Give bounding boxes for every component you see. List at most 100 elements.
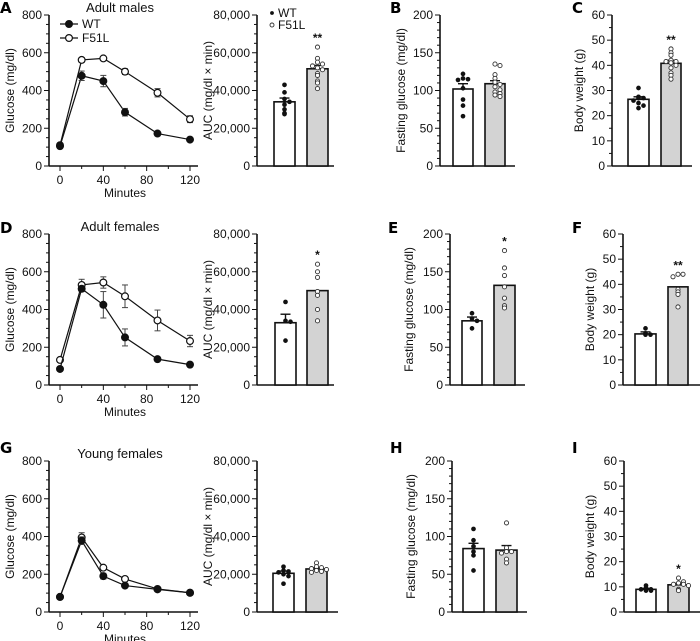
data-point [99,572,108,581]
data-point [503,560,510,566]
data-point [99,54,108,63]
data-point [675,575,682,581]
data-point [281,568,286,573]
y-tick-label: 60,000 [213,492,250,506]
data-point [501,272,508,279]
data-point [323,566,330,573]
y-axis-label: Glucose (mg/dl) [3,267,17,352]
y-tick-label: 150 [425,492,445,506]
data-point [641,103,646,108]
y-tick-label: 50 [430,340,444,354]
y-tick-label: 600 [22,46,42,60]
data-point [636,85,641,91]
x-tick-label: 0 [57,173,64,187]
y-tick-label: 40 [592,58,606,72]
y-axis-label: AUC (mg/dl × min) [201,260,215,359]
legend-marker [64,20,73,29]
data-point [186,337,195,346]
y-tick-label: 800 [22,8,42,22]
significance-marker: ** [666,33,676,47]
y-axis-label: Fasting glucose (mg/dl) [404,474,418,599]
data-point [636,100,641,106]
bar-group-f51l: * [667,562,692,613]
data-point [680,271,686,277]
data-point [287,99,292,105]
chart-title: Adult males [86,0,154,15]
data-point [314,269,321,275]
data-point [314,306,321,313]
y-tick-label: 50 [592,33,606,47]
y-tick-label: 50 [603,252,617,266]
data-point [497,93,503,100]
y-tick-label: 50 [420,121,434,135]
legend-label: WT [82,17,101,31]
series-wt [55,70,195,151]
y-tick-label: 400 [22,84,42,98]
data-point [641,95,646,101]
y-tick-label: 60 [604,454,618,468]
y-axis-label: AUC (mg/dl × min) [201,487,215,586]
bar-group-f51l [305,560,330,613]
data-point [501,248,508,254]
y-tick-label: 0 [436,378,443,392]
data-point [668,76,674,82]
data-point [282,111,287,117]
data-point [643,326,648,331]
x-tick-label: 0 [57,619,64,633]
y-axis-label: Fasting glucose (mg/dl) [402,247,416,372]
data-point [675,580,682,586]
panel-G: G 0 200 400 600 800 Glucose (mg/dl) 0 40 80 120 Min… [0,439,200,641]
data-point [460,113,466,119]
data-point [186,135,195,144]
data-point [670,274,676,280]
y-tick-label: 100 [425,530,445,544]
data-point [492,79,498,85]
data-point [673,62,679,68]
y-tick-label: 100 [423,303,443,317]
y-tick-label: 80,000 [213,227,250,241]
data-point [283,338,288,343]
panel-auc-2: 0 20,000 40,000 60,000 80,000 AUC (mg/dl × mi… [201,454,338,619]
panel-H: H 0 50 100 150 200 Fasting glucose (mg/dl) [390,439,527,619]
data-point [501,284,508,290]
x-axis-label: Minutes [104,186,146,200]
data-point [319,61,326,67]
significance-marker: ** [313,31,323,45]
x-tick-label: 120 [180,392,200,406]
data-point [668,60,674,66]
data-point [286,569,291,574]
data-point [314,274,321,280]
data-point [99,77,108,86]
data-point [318,568,325,574]
y-tick-label: 40,000 [213,303,250,317]
y-tick-label: 40 [604,504,618,518]
data-point [55,592,64,601]
data-point [469,310,475,316]
y-tick-label: 600 [22,492,42,506]
data-point [153,88,162,97]
y-tick-label: 80,000 [213,454,250,468]
series-f51l [55,532,195,601]
bar-group-wt [635,583,657,613]
bar [462,547,485,613]
series-f51l [55,54,195,150]
bar-group-wt [452,71,474,167]
y-tick-label: 0 [243,159,250,173]
x-tick-label: 40 [97,392,111,406]
panel-letter: G [0,439,12,457]
data-point [319,67,326,73]
data-point [503,549,510,555]
y-tick-label: 200 [423,227,443,241]
x-tick-label: 80 [140,619,154,633]
panel-F: F 0 10 20 30 40 50 60 Body weight (g) ** [572,219,700,392]
y-tick-label: 150 [423,265,443,279]
data-point [77,536,86,545]
bar-group-wt [461,310,483,386]
data-point [99,300,108,309]
data-point [471,537,476,543]
data-point [675,291,681,297]
y-tick-label: 0 [438,605,445,619]
data-point [314,65,321,71]
bar-group-f51l: ** [306,31,329,167]
significance-marker: ** [673,258,683,272]
